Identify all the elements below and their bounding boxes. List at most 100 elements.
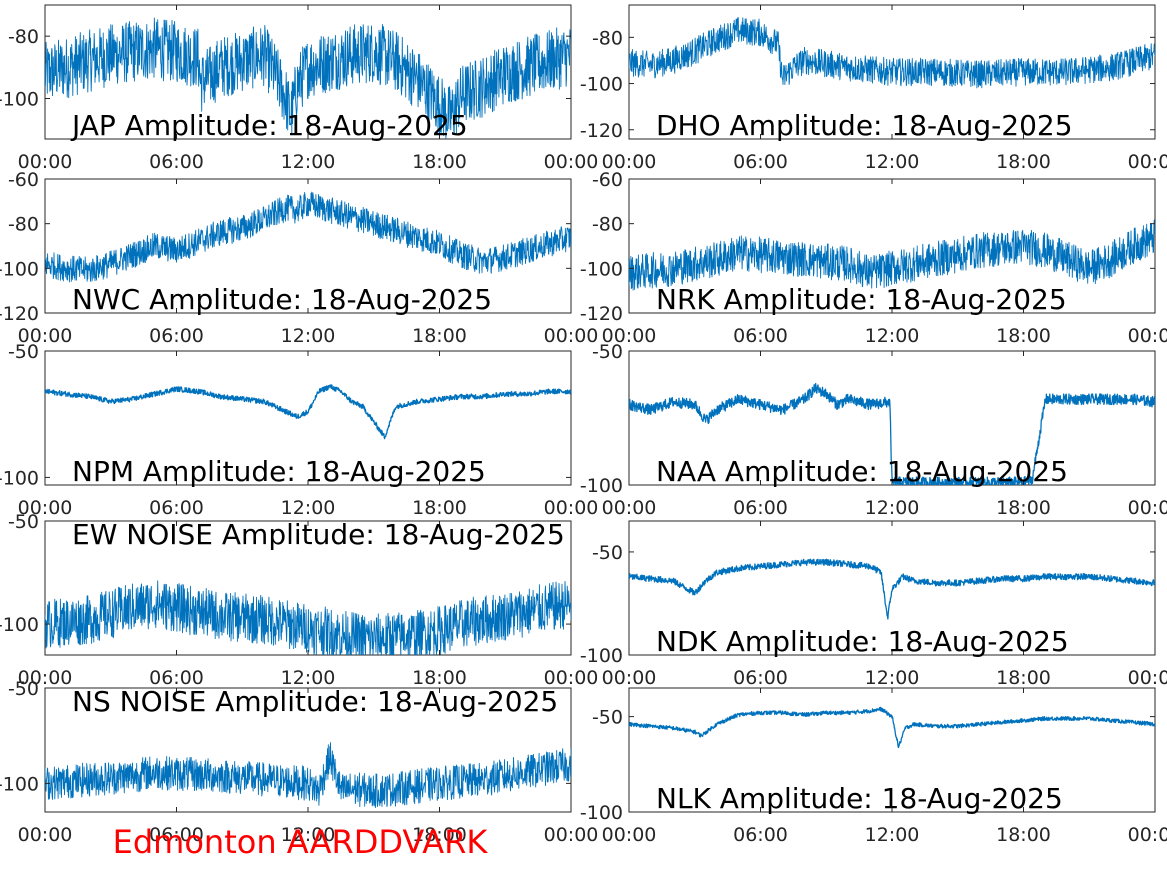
x-tick-label: 00:00 — [18, 325, 73, 347]
x-tick-label: 00:00 — [1128, 497, 1167, 519]
series-line — [629, 219, 1155, 291]
series-line — [45, 17, 571, 139]
panel-7: -50 -100 00:00 06:00 12:00 18:00 00:00 EW NOISE… — [0, 511, 598, 689]
y-tick-label: -100 — [580, 802, 623, 824]
x-tick-label: 12:00 — [281, 824, 336, 846]
y-tick-label: -50 — [8, 678, 39, 700]
y-tick-label: -100 — [580, 645, 623, 667]
panel-1: -80 -100 00:00 06:00 12:00 18:00 00:00 JAP Ampl… — [0, 4, 599, 173]
y-tick-label: -100 — [580, 258, 623, 280]
series-line — [45, 580, 571, 655]
x-tick-label: 18:00 — [412, 497, 467, 519]
panel-title: NAA Amplitude: 18-Aug-2025 — [656, 455, 1068, 488]
x-tick-label: 06:00 — [733, 497, 788, 519]
panel-title: NWC Amplitude: 18-Aug-2025 — [72, 283, 492, 316]
footer-label: Edmonton AARDDVARK — [113, 823, 489, 861]
x-tick-label: 00:00 — [1128, 667, 1167, 689]
series-line — [45, 191, 571, 283]
y-tick-label: -80 — [592, 27, 623, 49]
x-tick-label: 12:00 — [865, 824, 920, 846]
x-tick-label: 18:00 — [996, 325, 1051, 347]
y-tick-label: -80 — [8, 26, 39, 48]
x-tick-label: 06:00 — [733, 824, 788, 846]
x-tick-label: 12:00 — [865, 151, 920, 173]
x-tick-label: 00:00 — [544, 824, 599, 846]
y-tick-label: -60 — [8, 169, 39, 191]
x-tick-label: 00:00 — [1128, 151, 1167, 173]
x-tick-label: 00:00 — [602, 325, 657, 347]
series-line — [45, 742, 571, 809]
panel-2: -80 -100 -120 00:00 06:00 12:00 18:00 00:00 DHO … — [580, 4, 1167, 173]
x-tick-label: 18:00 — [996, 497, 1051, 519]
y-tick-label: -100 — [0, 773, 39, 795]
x-tick-label: 12:00 — [865, 497, 920, 519]
y-tick-label: -100 — [580, 74, 623, 96]
y-tick-label: -50 — [592, 707, 623, 729]
x-tick-label: 18:00 — [412, 824, 467, 846]
x-tick-label: 00:00 — [1128, 824, 1167, 846]
x-tick-label: 12:00 — [281, 497, 336, 519]
panel-frame — [628, 520, 1156, 656]
y-tick-label: -120 — [0, 303, 39, 325]
x-tick-label: 00:00 — [544, 667, 599, 689]
panel-title: DHO Amplitude: 18-Aug-2025 — [656, 109, 1073, 142]
x-tick-label: 00:00 — [1128, 325, 1167, 347]
y-tick-label: -120 — [580, 120, 623, 142]
x-tick-label: 00:00 — [544, 151, 599, 173]
x-tick-label: 06:00 — [733, 667, 788, 689]
x-tick-label: 00:00 — [544, 497, 599, 519]
series-line — [629, 558, 1155, 620]
panel-frame — [628, 687, 1156, 813]
x-tick-label: 06:00 — [149, 325, 204, 347]
series-line — [45, 384, 571, 440]
series-line — [629, 706, 1155, 749]
x-tick-label: 12:00 — [865, 667, 920, 689]
panel-frame — [44, 350, 572, 486]
panel-9: -50 -100 00:00 06:00 12:00 18:00 00:00 NS NOISE… — [0, 678, 598, 846]
x-tick-label: 12:00 — [281, 325, 336, 347]
y-tick-label: -50 — [8, 511, 39, 533]
y-tick-label: -100 — [0, 614, 39, 636]
x-tick-label: 06:00 — [149, 497, 204, 519]
x-tick-label: 00:00 — [18, 824, 73, 846]
x-tick-label: 06:00 — [149, 667, 204, 689]
x-tick-label: 00:00 — [602, 667, 657, 689]
x-tick-label: 00:00 — [544, 325, 599, 347]
y-tick-label: -50 — [8, 341, 39, 363]
x-tick-label: 12:00 — [281, 667, 336, 689]
panel-title: NDK Amplitude: 18-Aug-2025 — [656, 625, 1069, 658]
panel-5: -50 -100 00:00 06:00 12:00 18:00 00:00 NPM Ampl… — [0, 341, 598, 519]
y-tick-label: -100 — [0, 88, 39, 110]
panel-title: NS NOISE Amplitude: 18-Aug-2025 — [72, 685, 558, 718]
x-tick-label: 00:00 — [602, 497, 657, 519]
panel-title: JAP Amplitude: 18-Aug-2025 — [70, 109, 468, 142]
panel-title: NRK Amplitude: 18-Aug-2025 — [656, 283, 1067, 316]
x-tick-label: 18:00 — [996, 667, 1051, 689]
y-tick-label: -80 — [8, 214, 39, 236]
x-tick-label: 12:00 — [865, 325, 920, 347]
x-tick-label: 06:00 — [149, 824, 204, 846]
y-tick-label: -50 — [592, 542, 623, 564]
y-tick-label: -100 — [580, 475, 623, 497]
y-tick-label: -120 — [580, 303, 623, 325]
x-tick-label: 18:00 — [412, 667, 467, 689]
y-tick-label: -80 — [592, 214, 623, 236]
x-tick-label: 00:00 — [602, 824, 657, 846]
y-tick-label: -100 — [0, 258, 39, 280]
series-line — [629, 382, 1155, 485]
panel-title: EW NOISE Amplitude: 18-Aug-2025 — [72, 518, 565, 551]
series-line — [629, 17, 1155, 89]
y-tick-label: -100 — [0, 467, 39, 489]
x-tick-label: 12:00 — [281, 151, 336, 173]
x-tick-label: 00:00 — [18, 497, 73, 519]
panel-title: NPM Amplitude: 18-Aug-2025 — [72, 455, 486, 488]
x-tick-label: 00:00 — [18, 667, 73, 689]
y-tick-label: -60 — [592, 169, 623, 191]
panel-4: -60-80-100-12000:0006:0012:0018:0000:00N… — [580, 169, 1167, 347]
